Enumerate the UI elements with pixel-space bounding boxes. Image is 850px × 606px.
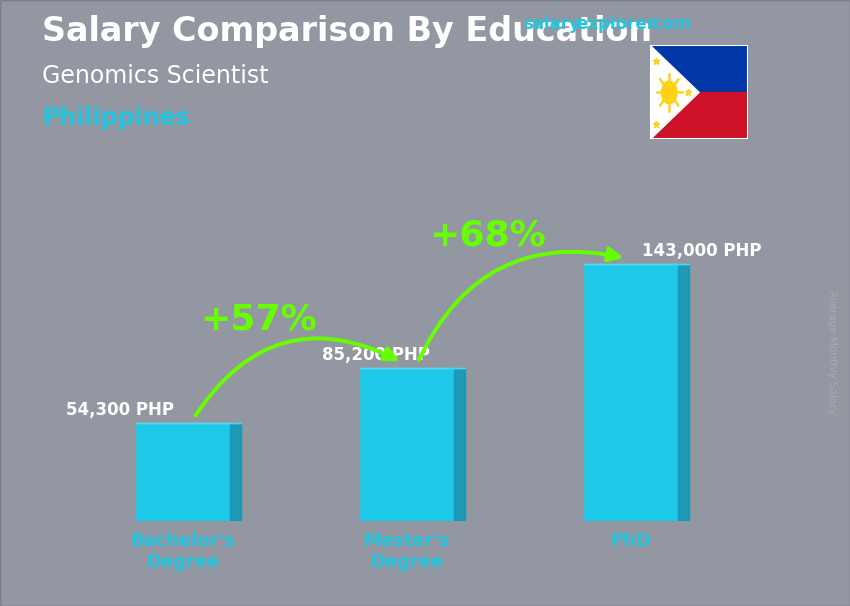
Bar [650, 92, 748, 139]
Polygon shape [230, 424, 241, 521]
Text: +68%: +68% [429, 218, 546, 252]
Polygon shape [677, 264, 688, 521]
Bar [584, 264, 677, 521]
Text: .com: .com [646, 15, 691, 33]
Text: salary: salary [523, 15, 580, 33]
Text: 85,200 PHP: 85,200 PHP [321, 345, 429, 364]
Text: +57%: +57% [201, 303, 317, 337]
Bar [650, 45, 748, 92]
Text: explorer: explorer [576, 15, 655, 33]
Bar [360, 368, 454, 521]
Polygon shape [454, 368, 465, 521]
Text: 143,000 PHP: 143,000 PHP [642, 242, 762, 259]
Text: Salary Comparison By Education: Salary Comparison By Education [42, 15, 653, 48]
Text: 54,300 PHP: 54,300 PHP [66, 401, 174, 419]
Circle shape [661, 81, 677, 104]
Text: Philippines: Philippines [42, 106, 190, 130]
Polygon shape [650, 45, 699, 139]
Bar [136, 424, 230, 521]
Text: Genomics Scientist: Genomics Scientist [42, 64, 269, 88]
Text: Average Monthly Salary: Average Monthly Salary [827, 290, 837, 413]
